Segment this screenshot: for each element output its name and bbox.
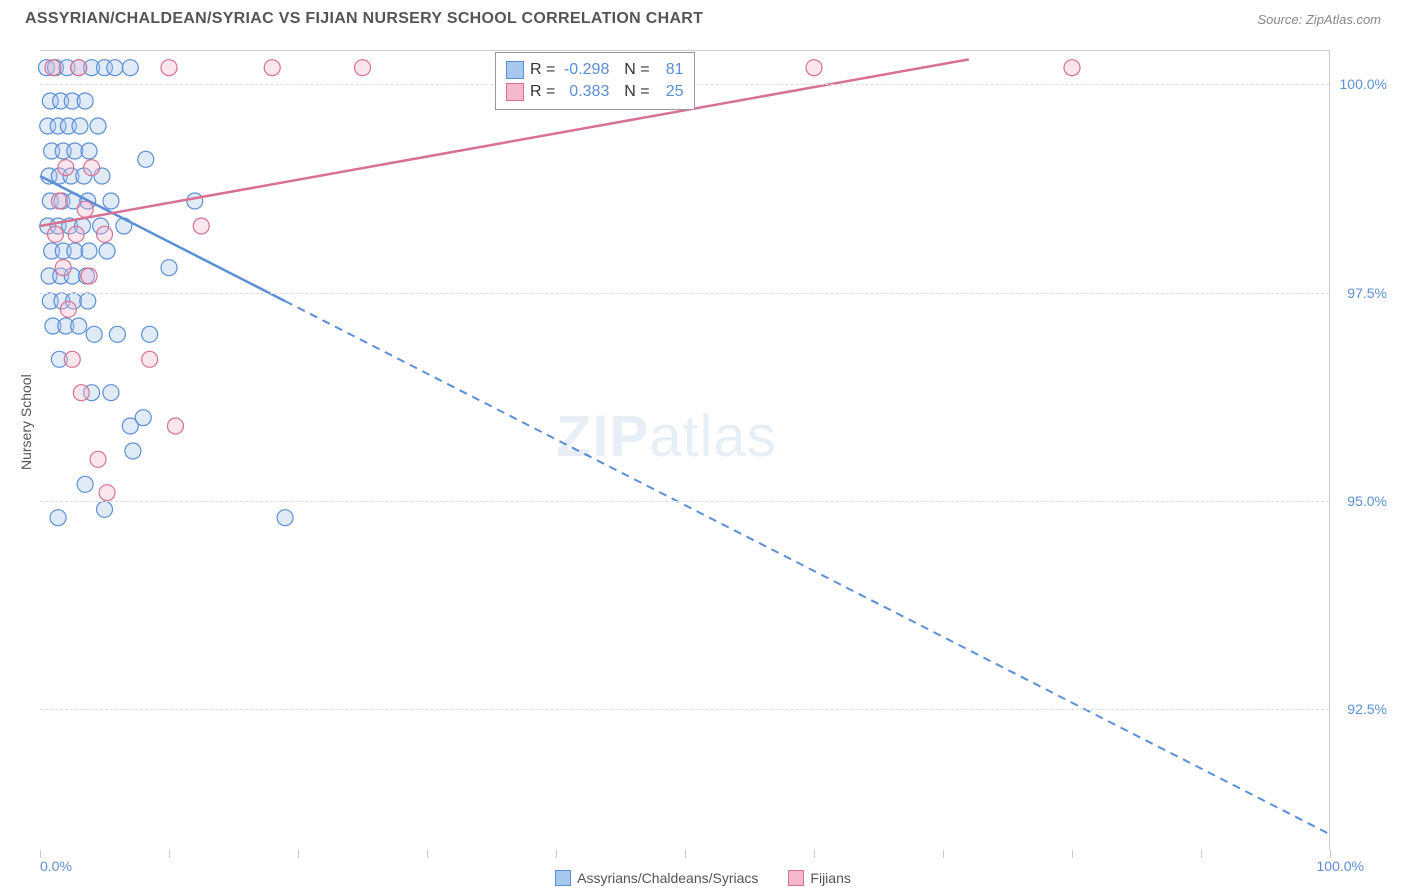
- x-tick: [169, 850, 170, 858]
- scatter-point: [71, 318, 87, 334]
- scatter-point: [84, 160, 100, 176]
- scatter-point: [90, 451, 106, 467]
- scatter-point: [125, 443, 141, 459]
- scatter-point: [193, 218, 209, 234]
- gridline: [40, 709, 1329, 710]
- stats-row: R = 0.383 N = 25: [506, 81, 684, 103]
- scatter-point: [77, 201, 93, 217]
- scatter-point: [68, 226, 84, 242]
- scatter-point: [103, 385, 119, 401]
- scatter-point: [81, 268, 97, 284]
- scatter-point: [77, 93, 93, 109]
- trend-line-dashed: [285, 301, 1330, 834]
- x-tick: [556, 850, 557, 858]
- y-tick-label: 100.0%: [1340, 76, 1387, 92]
- legend-label: Fijians: [810, 870, 850, 886]
- legend-swatch: [788, 870, 804, 886]
- x-tick: [1201, 850, 1202, 858]
- scatter-point: [90, 118, 106, 134]
- x-tick: [814, 850, 815, 858]
- stats-r-label: R =: [530, 83, 555, 101]
- scatter-point: [72, 118, 88, 134]
- scatter-point: [50, 510, 66, 526]
- stats-n-value: 81: [656, 61, 684, 79]
- scatter-point: [64, 351, 80, 367]
- scatter-point: [71, 60, 87, 76]
- stats-swatch: [506, 83, 524, 101]
- scatter-point: [142, 326, 158, 342]
- scatter-point: [161, 60, 177, 76]
- legend-item: Assyrians/Chaldeans/Syriacs: [555, 870, 758, 886]
- stats-r-value: -0.298: [561, 61, 609, 79]
- chart-svg: [40, 51, 1329, 850]
- scatter-point: [138, 151, 154, 167]
- chart-title: ASSYRIAN/CHALDEAN/SYRIAC VS FIJIAN NURSE…: [25, 10, 703, 28]
- scatter-point: [47, 226, 63, 242]
- source-label: Source: ZipAtlas.com: [1257, 12, 1381, 27]
- x-tick: [298, 850, 299, 858]
- scatter-point: [58, 160, 74, 176]
- x-tick: [1330, 850, 1331, 858]
- scatter-point: [81, 143, 97, 159]
- scatter-point: [51, 193, 67, 209]
- scatter-point: [55, 260, 71, 276]
- stats-r-label: R =: [530, 61, 555, 79]
- stats-swatch: [506, 61, 524, 79]
- y-axis-title: Nursery School: [18, 374, 34, 470]
- gridline: [40, 501, 1329, 502]
- gridline: [40, 293, 1329, 294]
- scatter-point: [45, 60, 61, 76]
- scatter-point: [81, 243, 97, 259]
- stats-r-value: 0.383: [561, 83, 609, 101]
- scatter-point: [355, 60, 371, 76]
- scatter-point: [277, 510, 293, 526]
- legend-swatch: [555, 870, 571, 886]
- scatter-point: [97, 501, 113, 517]
- scatter-plot-area: ZIPatlas 0.0% 100.0% 100.0%97.5%95.0%92.…: [40, 50, 1330, 850]
- scatter-point: [73, 385, 89, 401]
- scatter-point: [97, 226, 113, 242]
- stats-legend-box: R = -0.298 N = 81R = 0.383 N = 25: [495, 52, 695, 110]
- scatter-point: [122, 60, 138, 76]
- x-tick: [943, 850, 944, 858]
- legend-label: Assyrians/Chaldeans/Syriacs: [577, 870, 758, 886]
- scatter-point: [1064, 60, 1080, 76]
- bottom-legend: Assyrians/Chaldeans/Syriacs Fijians: [0, 870, 1406, 886]
- stats-n-value: 25: [656, 83, 684, 101]
- x-tick: [40, 850, 41, 858]
- scatter-point: [99, 485, 115, 501]
- scatter-point: [80, 293, 96, 309]
- scatter-point: [86, 326, 102, 342]
- scatter-point: [99, 243, 115, 259]
- stats-n-label: N =: [615, 61, 649, 79]
- scatter-point: [142, 351, 158, 367]
- x-tick: [685, 850, 686, 858]
- scatter-point: [187, 193, 203, 209]
- scatter-point: [107, 60, 123, 76]
- y-tick-label: 92.5%: [1347, 701, 1387, 717]
- scatter-point: [103, 193, 119, 209]
- scatter-point: [806, 60, 822, 76]
- scatter-point: [77, 476, 93, 492]
- scatter-point: [60, 301, 76, 317]
- y-tick-label: 95.0%: [1347, 493, 1387, 509]
- x-tick: [1072, 850, 1073, 858]
- scatter-point: [167, 418, 183, 434]
- scatter-point: [161, 260, 177, 276]
- stats-n-label: N =: [615, 83, 649, 101]
- scatter-point: [109, 326, 125, 342]
- y-tick-label: 97.5%: [1347, 285, 1387, 301]
- legend-item: Fijians: [788, 870, 850, 886]
- scatter-point: [264, 60, 280, 76]
- scatter-point: [135, 410, 151, 426]
- stats-row: R = -0.298 N = 81: [506, 59, 684, 81]
- x-tick: [427, 850, 428, 858]
